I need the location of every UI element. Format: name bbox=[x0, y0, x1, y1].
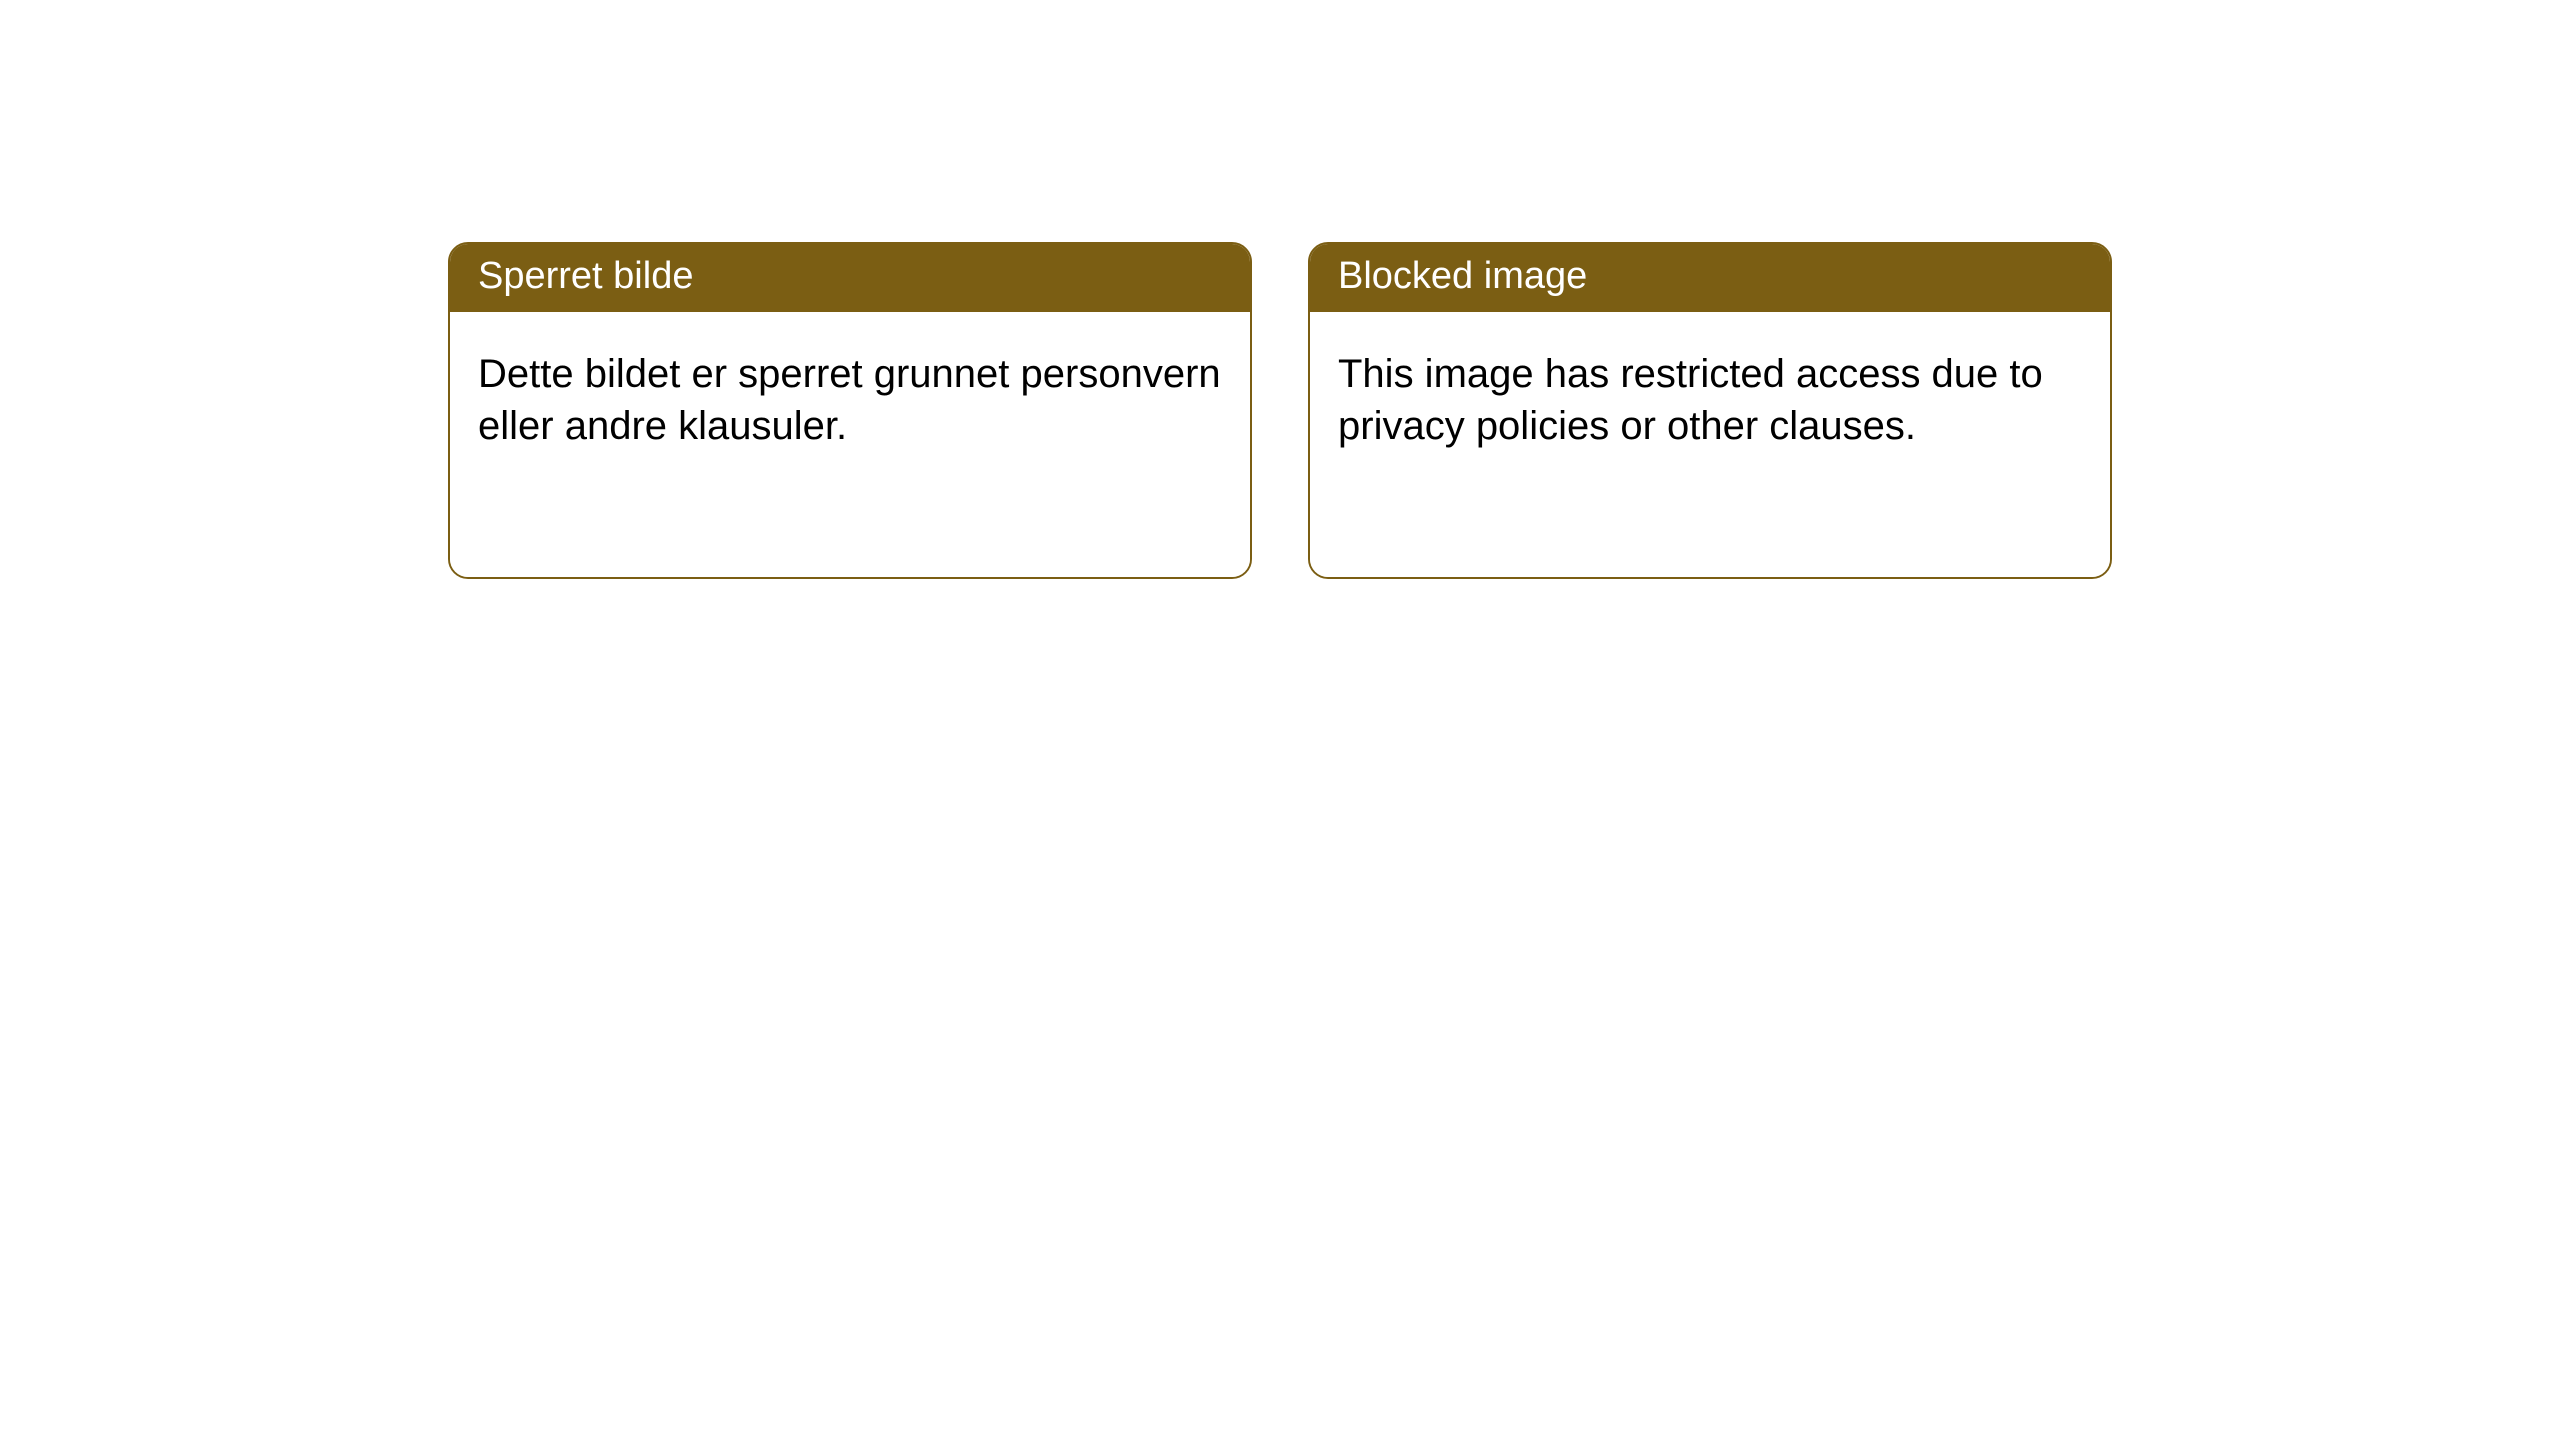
notice-body: This image has restricted access due to … bbox=[1310, 312, 2110, 577]
notice-box-norwegian: Sperret bilde Dette bildet er sperret gr… bbox=[448, 242, 1252, 579]
notice-header: Sperret bilde bbox=[450, 244, 1250, 312]
notice-container: Sperret bilde Dette bildet er sperret gr… bbox=[0, 0, 2560, 579]
notice-box-english: Blocked image This image has restricted … bbox=[1308, 242, 2112, 579]
notice-header: Blocked image bbox=[1310, 244, 2110, 312]
notice-body: Dette bildet er sperret grunnet personve… bbox=[450, 312, 1250, 577]
